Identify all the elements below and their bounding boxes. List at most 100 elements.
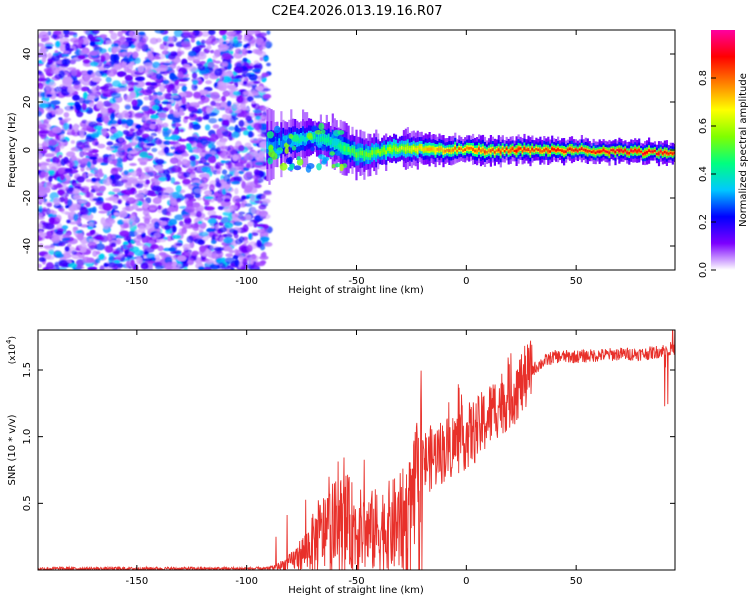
signal-cell xyxy=(291,145,297,151)
noise-cell xyxy=(204,124,211,131)
noise-cell xyxy=(245,115,253,122)
signal-cell xyxy=(458,147,461,150)
noise-cell xyxy=(262,57,269,61)
noise-cell xyxy=(146,142,156,147)
signal-cell xyxy=(511,147,514,150)
noise-cell xyxy=(223,205,234,213)
noise-cell xyxy=(258,151,266,159)
signal-cell xyxy=(267,157,274,165)
noise-cell xyxy=(110,32,118,40)
noise-cell xyxy=(38,102,49,109)
signal-cell xyxy=(454,146,457,150)
noise-cell xyxy=(236,95,244,104)
noise-cell xyxy=(41,222,51,226)
noise-cell xyxy=(246,96,254,102)
noise-cell xyxy=(102,100,112,107)
noise-cell xyxy=(109,97,117,104)
noise-cell xyxy=(40,162,50,166)
noise-cell xyxy=(59,207,65,212)
noise-cell xyxy=(224,257,235,264)
noise-cell xyxy=(197,116,203,121)
noise-cell xyxy=(234,258,240,267)
signal-cell xyxy=(545,148,548,151)
signal-cell xyxy=(582,148,585,151)
noise-cell xyxy=(76,110,84,118)
signal-cell xyxy=(293,165,302,171)
noise-cell xyxy=(74,101,80,108)
noise-cell xyxy=(111,111,116,119)
noise-cell xyxy=(196,142,203,148)
noise-cell xyxy=(182,178,191,185)
noise-cell xyxy=(207,210,217,217)
noise-cell xyxy=(191,83,198,91)
signal-cell xyxy=(349,149,352,155)
noise-cell xyxy=(231,131,240,139)
spectrogram-panel: -150 -100 -50 0 50 -40 -20 0 20 40 Height of str… xyxy=(7,29,676,296)
noise-cell xyxy=(75,265,85,270)
signal-cell xyxy=(651,150,655,153)
snr-frame xyxy=(37,329,676,571)
snr-x-ticks: -150 -100 -50 0 50 xyxy=(125,330,583,587)
noise-cell xyxy=(83,91,88,100)
signal-cell xyxy=(302,135,305,142)
noise-cell xyxy=(232,195,241,204)
noise-cell xyxy=(199,137,208,145)
noise-cell xyxy=(200,96,210,103)
noise-cell xyxy=(95,200,105,206)
noise-cell xyxy=(91,71,101,80)
noise-cell xyxy=(207,156,217,164)
noise-cell xyxy=(219,126,225,131)
noise-cell xyxy=(143,166,154,172)
noise-cell xyxy=(206,106,215,111)
noise-cell xyxy=(112,188,121,193)
noise-cell xyxy=(91,30,100,35)
noise-cell xyxy=(57,266,68,270)
noise-cell xyxy=(123,223,129,229)
noise-cell xyxy=(181,85,187,93)
noise-cell xyxy=(240,265,246,270)
signal-cell xyxy=(353,149,356,154)
noise-cell xyxy=(48,209,55,214)
noise-cell xyxy=(198,266,205,270)
signal-cell xyxy=(648,149,651,152)
noise-cell xyxy=(122,56,132,63)
noise-cell xyxy=(260,236,270,242)
signal-cell xyxy=(266,141,269,149)
noise-cell xyxy=(69,105,74,110)
noise-cell xyxy=(198,44,206,49)
noise-cell xyxy=(51,53,60,62)
signal-cell xyxy=(626,151,629,154)
noise-cell xyxy=(242,57,248,63)
noise-cell xyxy=(38,183,44,187)
noise-cell xyxy=(124,74,133,81)
noise-cell xyxy=(113,46,120,53)
signal-cell xyxy=(450,149,453,153)
noise-cell xyxy=(217,206,225,210)
signal-cell xyxy=(306,163,315,169)
signal-cell xyxy=(620,149,623,152)
noise-cell xyxy=(63,122,70,131)
signal-cell xyxy=(622,150,625,153)
noise-cell xyxy=(189,173,196,178)
noise-cell xyxy=(112,80,121,88)
noise-cell xyxy=(125,244,134,249)
noise-cell xyxy=(183,32,191,37)
signal-cell xyxy=(655,153,659,155)
noise-cell xyxy=(67,102,76,106)
noise-cell xyxy=(209,184,215,192)
signal-cell xyxy=(347,146,350,152)
noise-cell xyxy=(38,257,47,262)
noise-cell xyxy=(209,215,220,219)
signal-cell xyxy=(322,137,330,143)
noise-cell xyxy=(254,200,264,204)
noise-cell xyxy=(223,237,234,244)
noise-cell xyxy=(222,130,233,137)
noise-cell xyxy=(69,221,78,225)
signal-cell xyxy=(345,146,348,153)
noise-cell xyxy=(248,258,255,265)
signal-cell xyxy=(460,147,463,151)
noise-cell xyxy=(59,259,68,268)
signal-cell xyxy=(657,152,661,155)
noise-cell xyxy=(38,205,43,213)
noise-cell xyxy=(213,247,225,252)
